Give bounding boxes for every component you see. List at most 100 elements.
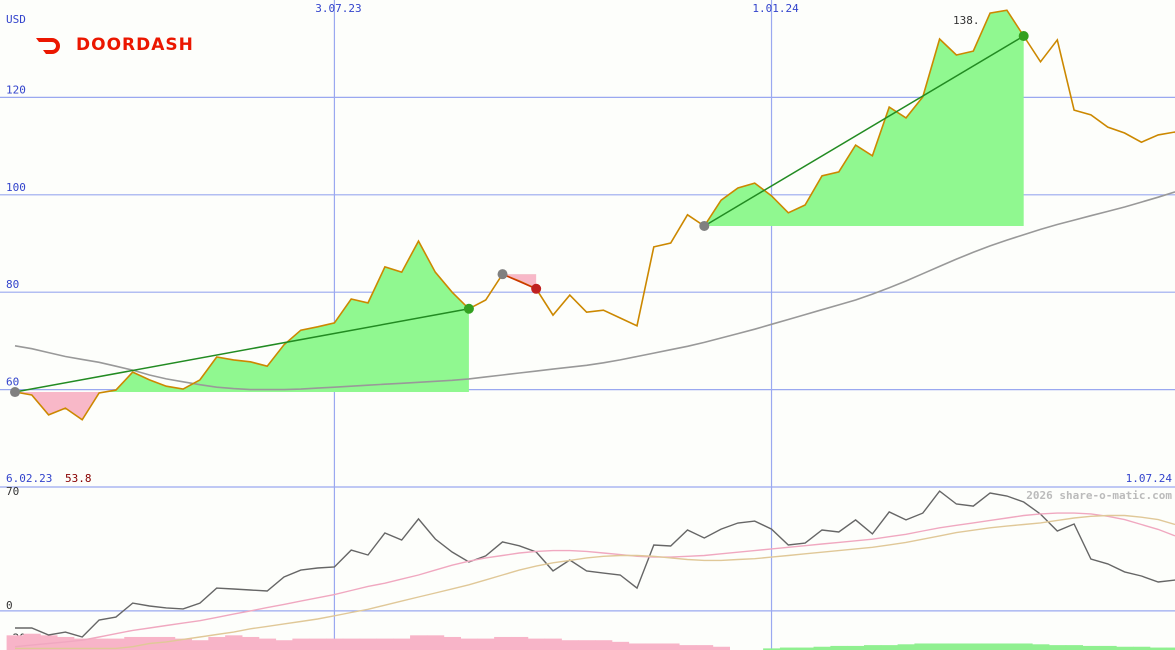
histogram-bar <box>460 638 478 650</box>
histogram-bar <box>847 645 865 650</box>
histogram-bar <box>73 638 92 650</box>
histogram-bar <box>695 645 714 650</box>
histogram-bar <box>426 635 445 650</box>
histogram-bar <box>258 638 277 650</box>
trade-area <box>15 392 469 420</box>
exit-marker <box>531 283 542 294</box>
oscillator-line <box>15 490 1175 638</box>
entry-marker <box>497 269 508 280</box>
histogram-bar <box>830 645 848 650</box>
x-tick-label: 1.07.24 <box>1126 472 1173 485</box>
histogram-bar <box>611 641 630 650</box>
y-tick-label: 120 <box>6 83 26 96</box>
histogram-bar <box>712 646 730 650</box>
histogram-bar <box>578 640 596 650</box>
histogram-bar <box>23 633 41 650</box>
oscillator-line <box>14 512 1175 648</box>
histogram-bar <box>225 635 243 650</box>
histogram-bar <box>662 643 680 650</box>
histogram-bar <box>326 638 344 650</box>
histogram-bar <box>376 638 394 650</box>
histogram-bar <box>1015 643 1033 650</box>
x-tick-label: 1.01.24 <box>752 2 799 15</box>
histogram-bar <box>1032 644 1050 650</box>
histogram-bar <box>191 640 209 650</box>
histogram-bar <box>813 646 831 650</box>
histogram-bar <box>948 643 966 650</box>
trade-line <box>502 273 537 290</box>
trade-area <box>15 241 469 393</box>
histogram-bar <box>174 638 193 650</box>
histogram-bar <box>1099 645 1117 650</box>
histogram-bar <box>796 647 815 650</box>
trade-line <box>14 308 470 393</box>
y-tick-label: 70 <box>6 485 19 498</box>
trade-line <box>703 35 1025 227</box>
histogram-bar <box>241 636 260 650</box>
watermark: 2026 share-o-matic.com <box>1026 489 1172 502</box>
histogram-bar <box>679 645 697 650</box>
histogram-bar <box>359 638 377 650</box>
histogram-bar <box>544 638 562 650</box>
x-tick-label: 3.07.23 <box>315 2 361 15</box>
trade-area <box>502 274 537 289</box>
histogram-bar <box>292 638 310 650</box>
entry-marker <box>699 220 710 231</box>
histogram-bar <box>90 638 108 650</box>
histogram-bar <box>410 635 428 650</box>
histogram-bar <box>628 643 646 650</box>
histogram-bar <box>157 636 176 650</box>
histogram-bar <box>779 647 798 650</box>
brand-logo: DOORDASH <box>36 35 194 55</box>
histogram-bar <box>645 643 663 650</box>
histogram-bar <box>527 638 546 650</box>
histogram-bar <box>897 644 915 650</box>
histogram-bar <box>964 643 983 650</box>
entry-marker <box>10 387 20 398</box>
histogram-bar <box>1048 645 1067 650</box>
histogram-bar <box>763 648 781 650</box>
y-tick-label: 60 <box>6 376 19 389</box>
price-line <box>14 9 1175 421</box>
histogram-bar <box>998 643 1016 650</box>
histogram-bar <box>477 638 495 650</box>
histogram-bar <box>880 645 899 650</box>
histogram-bar <box>595 640 613 650</box>
brand-name: DOORDASH <box>76 35 194 55</box>
max-label: 138. <box>953 14 980 27</box>
y-tick-label: 100 <box>6 181 26 194</box>
histogram-bar <box>863 645 882 650</box>
histogram-bar <box>1166 647 1175 650</box>
histogram-bar <box>1132 646 1151 650</box>
y-tick-label: 80 <box>6 278 19 291</box>
histogram-bar <box>1149 647 1168 650</box>
currency-label: USD <box>6 13 26 26</box>
histogram-bar <box>124 636 142 650</box>
histogram-bar <box>208 636 226 650</box>
histogram-bar <box>342 638 361 650</box>
histogram-bar <box>510 636 529 650</box>
histogram-bar <box>275 640 293 650</box>
histogram-bar <box>1082 645 1100 650</box>
histogram-bar <box>40 635 58 650</box>
histogram-bar <box>107 638 125 650</box>
histogram-bar <box>309 638 327 650</box>
histogram-bar <box>393 638 411 650</box>
histogram-bar <box>443 636 462 650</box>
x-tick-label: 6.02.23 <box>6 472 52 485</box>
logo-icon <box>36 38 60 54</box>
histogram-bar <box>931 643 949 650</box>
histogram-bar <box>1065 645 1084 650</box>
oscillator-line <box>15 514 1175 650</box>
trade-area <box>704 10 1024 226</box>
histogram-bar <box>561 640 579 650</box>
min-label: 53.8 <box>65 472 92 485</box>
average-line <box>14 191 1175 391</box>
histogram-bar <box>1116 646 1134 650</box>
exit-marker <box>463 303 474 314</box>
histogram-bar <box>914 643 932 650</box>
y-tick-label: 0 <box>6 599 13 612</box>
exit-marker <box>1018 31 1029 42</box>
histogram-bar <box>494 636 512 650</box>
